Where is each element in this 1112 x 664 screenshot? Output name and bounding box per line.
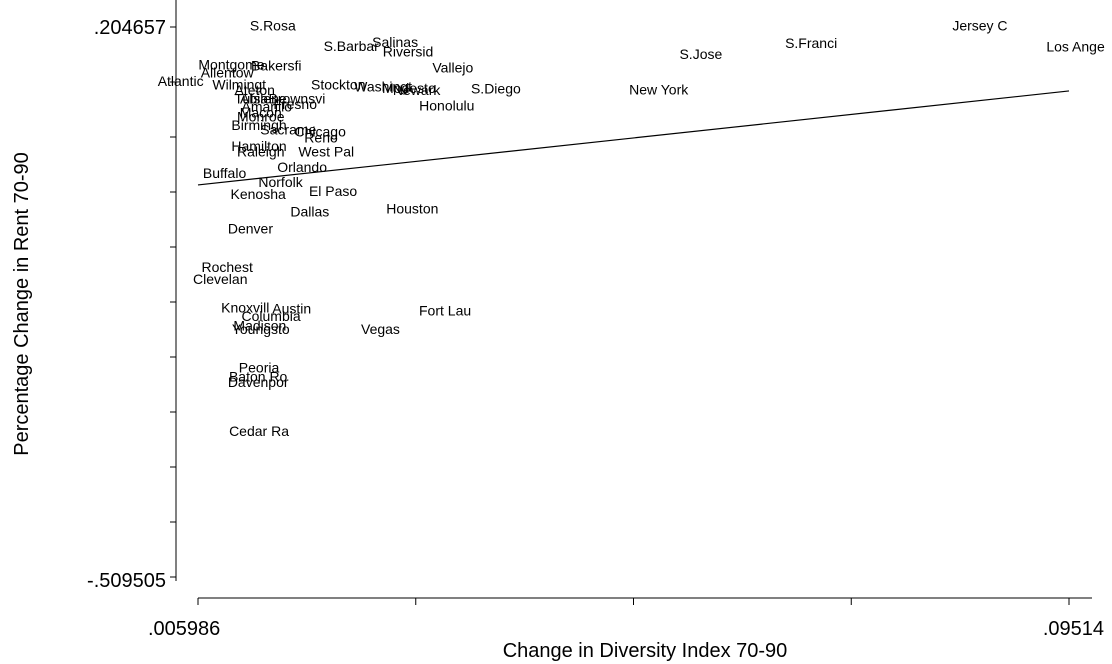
point-label: Clevelan — [193, 271, 247, 287]
point-label: Brownsvi — [269, 91, 326, 107]
x-tick-label-left: .005986 — [148, 618, 220, 640]
point-label: Youngsto — [232, 321, 290, 337]
point-label: Madison — [233, 317, 286, 333]
point-label: Montgome — [198, 56, 264, 72]
point-label: Fresno — [273, 96, 317, 112]
point-label: Denver — [228, 220, 273, 236]
point-label: Norfolk — [258, 174, 303, 190]
point-label: Riversid — [383, 43, 434, 59]
point-label: New York — [629, 81, 689, 97]
point-label: Fort Lau — [419, 302, 471, 318]
point-label: Macon — [240, 104, 282, 120]
point-label: Austin — [272, 301, 311, 317]
point-label: Columbia — [242, 308, 301, 324]
point-label: Tulsa — [234, 91, 268, 107]
point-label: Los Ange — [1046, 38, 1105, 54]
y-tick-label-top: .204657 — [94, 17, 166, 39]
point-label: Cedar Ra — [229, 423, 289, 439]
point-label: Honolulu — [419, 97, 474, 113]
x-axis-title: Change in Diversity Index 70-90 — [503, 640, 788, 662]
point-label: Dallas — [290, 204, 329, 220]
point-label: Hamilton — [231, 138, 286, 154]
point-label: Vallejo — [432, 60, 473, 76]
point-label: Abilene — [240, 91, 287, 107]
point-label: Birmingh — [231, 117, 286, 133]
point-label: Monroe — [237, 108, 285, 124]
point-label: Modesto — [382, 80, 436, 96]
point-label: Kenosha — [231, 186, 286, 202]
point-label: Newark — [393, 82, 441, 98]
point-label: Chicago — [294, 123, 346, 139]
point-label: El Paso — [309, 183, 357, 199]
x-ticks — [197, 598, 1070, 605]
point-label: Allentow — [201, 64, 255, 80]
point-label: Rochest — [201, 259, 252, 275]
point-label: Washingt — [354, 79, 412, 95]
point-label: Houston — [386, 200, 438, 216]
point-label: Buffalo — [203, 165, 247, 181]
point-label: S.Diego — [471, 81, 521, 97]
point-label: West Pal — [298, 144, 354, 160]
fit-line — [197, 90, 1070, 186]
point-label: Peoria — [239, 360, 280, 376]
point-label: S.Franci — [785, 35, 837, 51]
y-tick-label-bottom: -.509505 — [87, 570, 166, 592]
point-label: Reno — [304, 129, 338, 145]
point-label: Raleigh — [237, 144, 284, 160]
point-label: S.Jose — [679, 46, 722, 62]
point-label: S.Rosa — [250, 18, 296, 34]
point-label: Ateton — [234, 82, 274, 98]
point-label: Atlantic — [158, 73, 204, 89]
point-label: Amarillo — [241, 98, 292, 114]
point-label: Vegas — [361, 321, 400, 337]
point-label: Salinas — [372, 34, 418, 50]
y-ticks — [170, 26, 176, 578]
point-label: Orlando — [277, 159, 327, 175]
x-tick-label-right: .09514 — [1043, 618, 1104, 640]
point-label: Sacrame — [260, 122, 316, 138]
point-label: Knoxvill — [221, 300, 269, 316]
y-axis-title: Percentage Change in Rent 70-90 — [11, 152, 33, 456]
point-label: Stockton — [311, 76, 365, 92]
point-label: Baton Ro — [229, 368, 288, 384]
point-label: Wilmingt — [212, 76, 266, 92]
point-label: Jersey C — [952, 18, 1007, 34]
point-label: S.Barbar — [324, 38, 380, 54]
point-label: Davenpor — [228, 374, 289, 390]
point-label: Bakersfi — [251, 57, 302, 73]
